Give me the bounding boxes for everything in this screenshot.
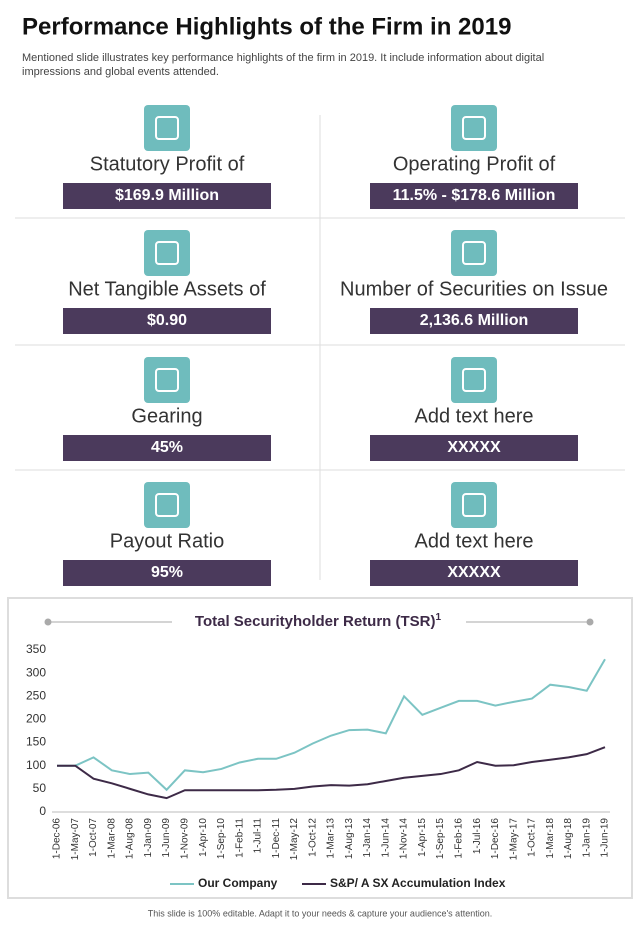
chart-title: Total Securityholder Return (TSR)1 bbox=[195, 612, 442, 630]
icon-glyph bbox=[155, 116, 179, 140]
metric-label: Net Tangible Assets of bbox=[68, 278, 266, 300]
x-tick-label: 1-Apr-15 bbox=[417, 818, 428, 857]
x-tick-label: 1-Dec-11 bbox=[271, 818, 282, 859]
icon-glyph bbox=[462, 116, 486, 140]
slide-title: Performance Highlights of the Firm in 20… bbox=[22, 13, 511, 40]
x-tick-label: 1-Jun-19 bbox=[600, 818, 611, 858]
x-tick-label: 1-Feb-16 bbox=[454, 818, 465, 859]
metric-label: Add text here bbox=[415, 530, 534, 552]
x-tick-label: 1-Apr-10 bbox=[198, 818, 209, 857]
icon bbox=[144, 230, 190, 276]
y-tick-label: 150 bbox=[26, 735, 46, 749]
metric-label: Statutory Profit of bbox=[90, 153, 245, 175]
metric-value-bar bbox=[63, 308, 271, 334]
icon-glyph bbox=[155, 368, 179, 392]
y-tick-label: 300 bbox=[26, 665, 46, 679]
metric-value-bar bbox=[370, 183, 578, 209]
icon bbox=[451, 357, 497, 403]
legend-label: S&P/ A SX Accumulation Index bbox=[330, 876, 506, 890]
y-tick-label: 100 bbox=[26, 758, 46, 772]
metric-label: Number of Securities on Issue bbox=[340, 278, 608, 300]
icon-glyph bbox=[155, 241, 179, 265]
metric-value: $0.90 bbox=[147, 312, 187, 329]
icon-glyph bbox=[462, 493, 486, 517]
x-tick-label: 1-Oct-12 bbox=[307, 818, 318, 857]
metric-value: 2,136.6 Million bbox=[420, 312, 528, 329]
y-tick-label: 200 bbox=[26, 712, 46, 726]
legend-label: Our Company bbox=[198, 876, 278, 890]
metric-value-bar bbox=[63, 435, 271, 461]
x-tick-label: 1-Oct-17 bbox=[527, 818, 538, 857]
x-tick-label: 1-Aug-08 bbox=[125, 818, 136, 860]
x-tick-label: 1-Nov-14 bbox=[399, 818, 410, 860]
chart-title-note: 1 bbox=[436, 612, 442, 623]
metric-value-bar bbox=[63, 183, 271, 209]
x-tick-label: 1-Nov-09 bbox=[180, 818, 191, 860]
x-tick-label: 1-Jan-19 bbox=[581, 818, 592, 858]
y-tick-label: 50 bbox=[33, 781, 47, 795]
metric-value-bar bbox=[370, 435, 578, 461]
metric-value: 11.5% - $178.6 Million bbox=[393, 187, 556, 204]
x-tick-label: 1-Aug-18 bbox=[563, 818, 574, 860]
x-tick-label: 1-Sep-10 bbox=[216, 818, 227, 860]
x-tick-label: 1-Mar-13 bbox=[326, 818, 337, 859]
line-series bbox=[57, 658, 606, 792]
icon-glyph bbox=[155, 493, 179, 517]
x-tick-label: 1-Mar-18 bbox=[545, 818, 556, 859]
title-rule bbox=[44, 618, 594, 626]
metric-value: XXXXX bbox=[447, 439, 501, 456]
metric-value: $169.9 Million bbox=[115, 187, 219, 204]
y-tick-label: 0 bbox=[39, 804, 46, 818]
separators bbox=[15, 115, 625, 580]
icon bbox=[451, 105, 497, 151]
x-tick-label: 1-Jul-11 bbox=[253, 818, 264, 854]
x-tick-label: 1-Mar-08 bbox=[106, 818, 117, 859]
x-tick-label: 1-Jul-16 bbox=[472, 818, 483, 855]
metric-value: 95% bbox=[151, 564, 183, 581]
footer: This slide is 100% editable. Adapt it to… bbox=[148, 908, 492, 918]
subtitle: Mentioned slide illustrates key performa… bbox=[22, 52, 544, 64]
icon-glyph bbox=[462, 368, 486, 392]
x-tick-label: 1-May-17 bbox=[508, 818, 519, 861]
x-tick-label: 1-Aug-13 bbox=[344, 818, 355, 860]
x-tick-label: 1-Feb-11 bbox=[234, 818, 245, 858]
icon bbox=[144, 357, 190, 403]
x-tick-label: 1-Jun-14 bbox=[380, 818, 391, 858]
metric-value: XXXXX bbox=[447, 564, 501, 581]
x-tick-label: 1-Oct-07 bbox=[88, 818, 99, 857]
y-tick-label: 250 bbox=[26, 688, 46, 702]
metric-label: Operating Profit of bbox=[393, 153, 556, 175]
icon bbox=[144, 105, 190, 151]
icon bbox=[451, 482, 497, 528]
metric-label: Add text here bbox=[415, 405, 534, 427]
metric-value: 45% bbox=[151, 439, 183, 456]
chart-frame bbox=[7, 597, 633, 899]
icon bbox=[451, 230, 497, 276]
x-tick-label: 1-Jun-09 bbox=[161, 818, 172, 858]
x-tick-label: 1-Sep-15 bbox=[435, 818, 446, 860]
x-tick-label: 1-May-12 bbox=[289, 818, 300, 861]
metric-label: Payout Ratio bbox=[110, 530, 225, 552]
chart-title-text: Total Securityholder Return (TSR) bbox=[195, 613, 436, 630]
subtitle: impressions and global events attended. bbox=[22, 66, 219, 78]
x-tick-label: 1-May-07 bbox=[70, 818, 81, 861]
y-tick-label: 350 bbox=[26, 642, 46, 656]
metric-value-bar bbox=[370, 560, 578, 586]
icon-glyph bbox=[462, 241, 486, 265]
line-series bbox=[57, 746, 606, 800]
metric-value-bar bbox=[370, 308, 578, 334]
x-tick-label: 1-Dec-06 bbox=[52, 818, 63, 860]
x-tick-label: 1-Jan-14 bbox=[362, 818, 373, 858]
metric-label: Gearing bbox=[131, 405, 202, 427]
metric-value-bar bbox=[63, 560, 271, 586]
x-tick-label: 1-Jan-09 bbox=[143, 818, 154, 858]
x-tick-label: 1-Dec-16 bbox=[490, 818, 501, 860]
icon bbox=[144, 482, 190, 528]
